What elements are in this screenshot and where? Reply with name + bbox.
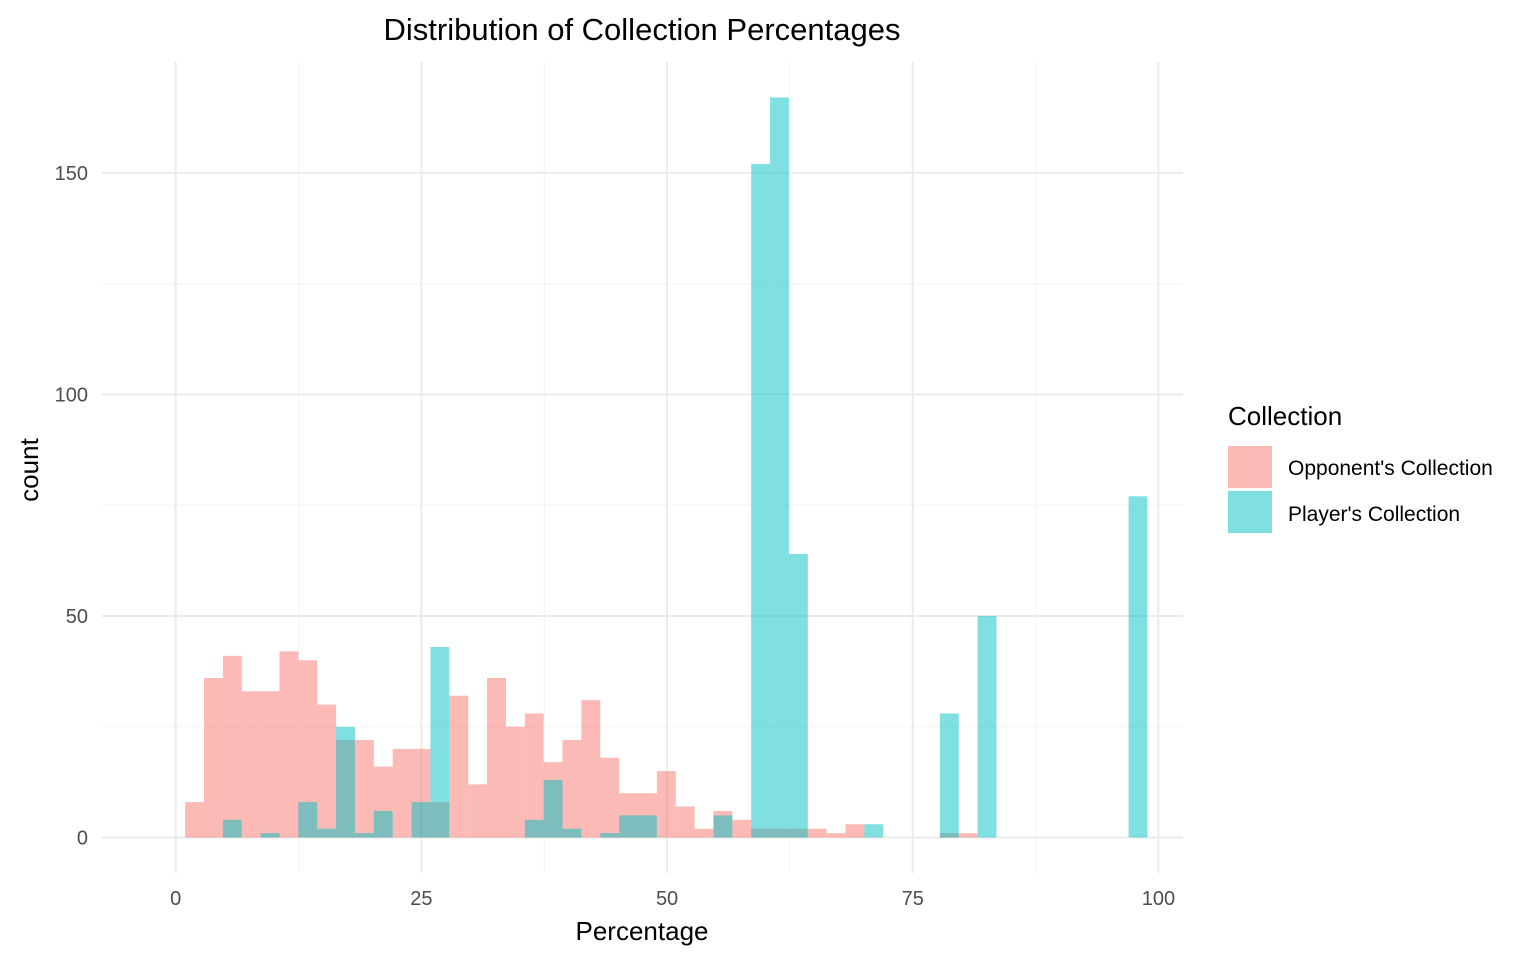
bar-player xyxy=(222,819,242,838)
bar-player xyxy=(637,815,657,838)
bar-opponent xyxy=(958,833,978,838)
bar-opponent xyxy=(241,691,261,838)
y-tick-label: 50 xyxy=(66,606,88,628)
bar-player xyxy=(788,553,808,838)
x-tick-label: 0 xyxy=(170,888,181,910)
bar-player xyxy=(373,810,393,838)
x-tick-label: 25 xyxy=(410,888,432,910)
legend: Collection Opponent's Collection Player'… xyxy=(1228,401,1493,533)
y-axis-ticks: 0 50 100 150 xyxy=(55,163,88,850)
bar-player xyxy=(619,815,638,838)
bar-opponent xyxy=(204,678,223,838)
bar-player xyxy=(430,646,450,838)
bar-opponent xyxy=(694,828,714,838)
bar-player xyxy=(864,824,884,838)
bar-player xyxy=(713,815,733,838)
y-tick-label: 150 xyxy=(55,163,88,185)
bar-opponent xyxy=(279,651,299,838)
legend-title: Collection xyxy=(1228,401,1342,431)
bar-player xyxy=(260,833,280,838)
bar-player xyxy=(354,833,374,838)
bar-player xyxy=(411,802,431,838)
bar-opponent xyxy=(826,833,846,838)
bar-opponent xyxy=(505,726,525,838)
bar-opponent xyxy=(468,784,488,838)
bar-opponent xyxy=(807,828,827,838)
x-axis-ticks: 0 25 50 75 100 xyxy=(170,888,1175,910)
y-tick-label: 0 xyxy=(77,828,88,850)
bar-opponent xyxy=(392,748,412,838)
bar-player xyxy=(543,779,563,838)
bar-player xyxy=(317,828,337,838)
bar-opponent xyxy=(354,740,374,838)
bar-player xyxy=(770,97,789,838)
bar-player xyxy=(600,833,620,838)
legend-swatch-player xyxy=(1228,491,1272,533)
bar-opponent xyxy=(260,691,280,838)
bar-opponent xyxy=(562,740,582,838)
bar-opponent xyxy=(222,655,242,838)
x-axis-title: Percentage xyxy=(576,916,709,946)
bar-opponent xyxy=(581,700,601,838)
bar-opponent xyxy=(317,704,337,838)
player-collection-bars xyxy=(222,97,1148,838)
bar-opponent xyxy=(298,660,318,838)
bar-opponent xyxy=(185,802,205,838)
legend-label-player: Player's Collection xyxy=(1288,503,1460,526)
bar-opponent xyxy=(524,713,544,838)
bar-player xyxy=(336,726,355,838)
y-axis-title: count xyxy=(14,437,44,501)
bar-player xyxy=(298,802,318,838)
bar-player xyxy=(1128,496,1148,838)
x-tick-label: 100 xyxy=(1142,888,1175,910)
bar-player xyxy=(939,713,959,838)
bar-player xyxy=(562,828,582,838)
legend-label-opponent: Opponent's Collection xyxy=(1288,457,1493,480)
bar-opponent xyxy=(600,757,620,838)
x-tick-label: 75 xyxy=(902,888,924,910)
bar-player xyxy=(751,163,771,838)
x-tick-label: 50 xyxy=(656,888,678,910)
bar-opponent xyxy=(656,771,676,838)
legend-swatch-opponent xyxy=(1228,446,1272,488)
bar-opponent xyxy=(675,806,695,838)
y-tick-label: 100 xyxy=(55,384,88,406)
bar-opponent xyxy=(845,824,865,838)
chart-title: Distribution of Collection Percentages xyxy=(384,12,901,47)
bar-opponent xyxy=(487,678,506,838)
bar-player xyxy=(524,819,544,838)
bar-opponent xyxy=(449,695,469,838)
bar-opponent xyxy=(732,819,752,838)
bar-player xyxy=(977,615,997,838)
